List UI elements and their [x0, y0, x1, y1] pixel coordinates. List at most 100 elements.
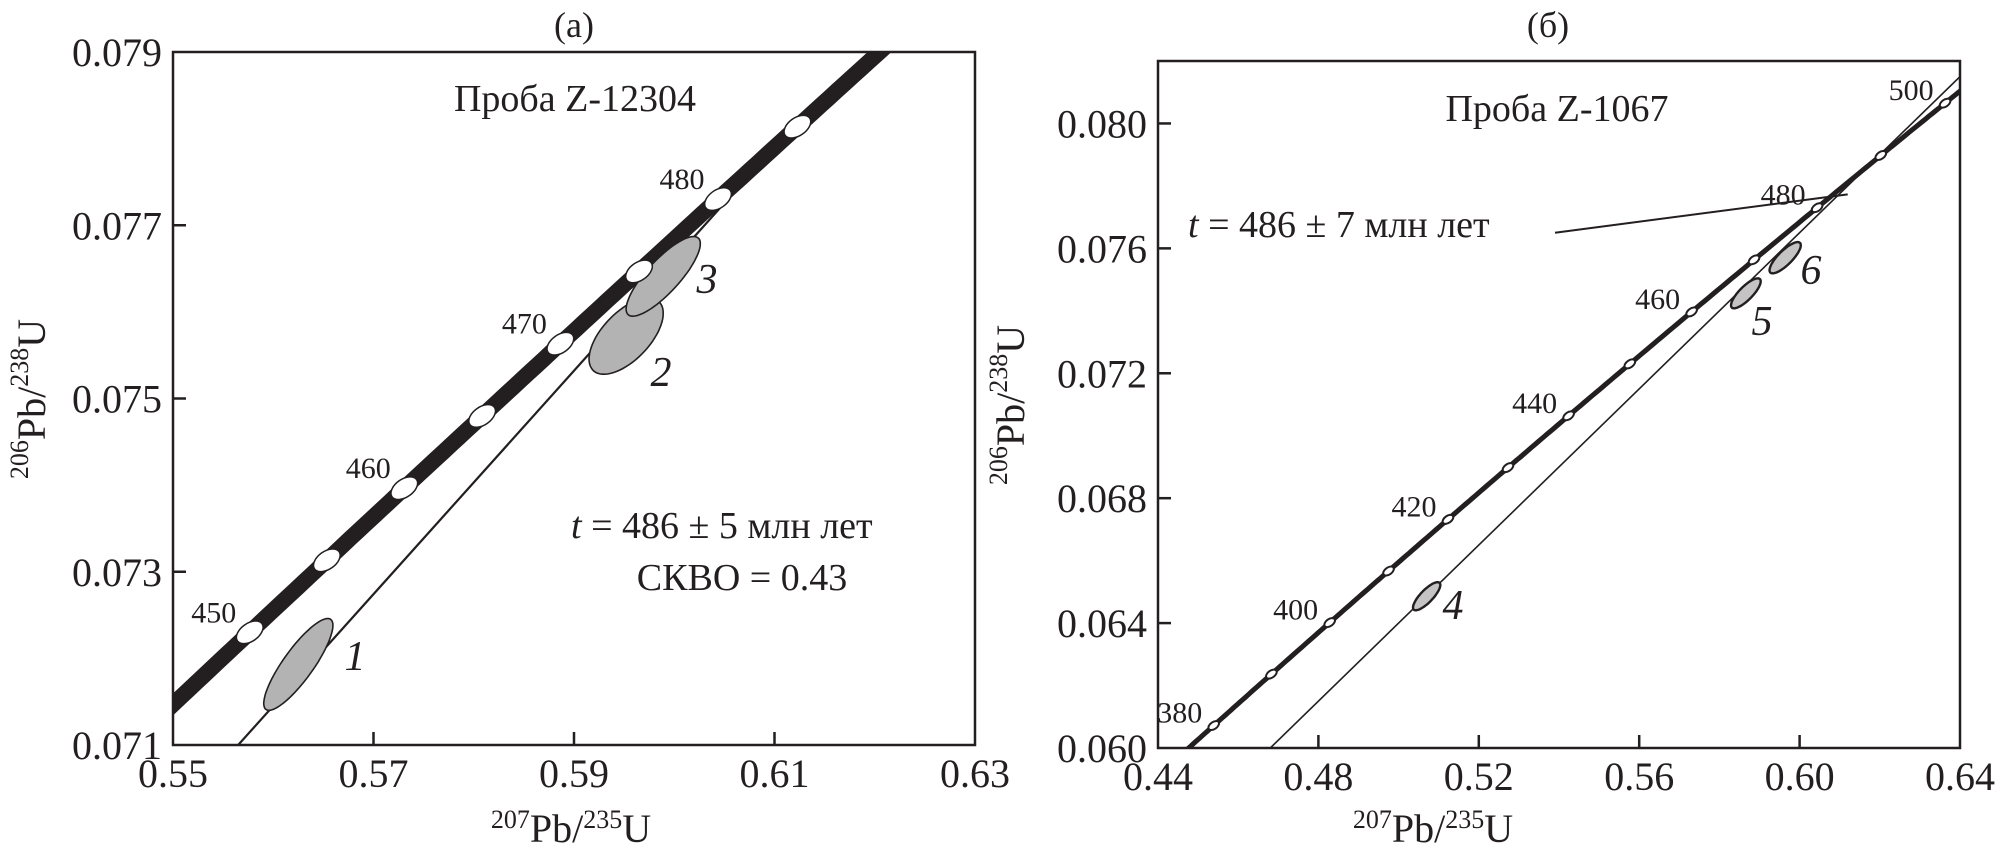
concordia-age-marker [1207, 720, 1221, 732]
concordia-age-label: 440 [1512, 387, 1557, 420]
concordia-age-marker [624, 259, 654, 284]
concordia-age-label: 460 [346, 452, 391, 485]
plot-frame [1156, 59, 1962, 750]
ellipse-label-5: 5 [1752, 299, 1773, 345]
x-axis-label: 207Pb/235U [491, 805, 651, 851]
x-tick-label: 0.55 [138, 751, 208, 796]
x-tick-label: 0.61 [740, 751, 810, 796]
label-part: Pb/ [1392, 806, 1446, 851]
ellipse-label-1: 1 [345, 634, 366, 680]
y-tick-label: 0.079 [72, 30, 162, 75]
concordia-age-marker [468, 403, 497, 429]
panel-a-mswd-annotation: СКВО = 0.43 [637, 557, 847, 599]
y-tick-label: 0.064 [1057, 601, 1147, 646]
concordia-age-label: 480 [1761, 179, 1806, 212]
concordia-age-marker [703, 186, 733, 212]
y-tick-label: 0.068 [1057, 476, 1147, 521]
y-tick-label: 0.080 [1057, 101, 1147, 146]
label-part: Pb/ [988, 392, 1033, 446]
y-tick-label: 0.077 [72, 203, 162, 248]
label-part: U [9, 319, 54, 348]
error-ellipse-5 [1729, 277, 1762, 310]
panel-b-plot: 0.44 0.48 0.52 0.56 0.60 0.64 0.060 0.064 0.068 0… [984, 59, 1995, 851]
concordia-age-marker [312, 548, 341, 573]
age-variable: t [1188, 204, 1200, 246]
label-part: Pb/ [530, 806, 584, 851]
concordia-age-marker [1323, 617, 1336, 629]
concordia-age-marker [390, 476, 419, 501]
x-tick-label: 0.44 [1123, 754, 1193, 799]
superscript: 235 [1445, 805, 1484, 834]
concordia-age-label: 470 [502, 308, 547, 341]
panel-b-age-annotation: t = 486 ± 7 млн лет [1188, 204, 1490, 246]
error-ellipse-6 [1768, 240, 1803, 275]
concordia-age-marker [1747, 254, 1761, 266]
concordia-age-label: 420 [1391, 490, 1436, 523]
x-tick-label: 0.57 [339, 751, 409, 796]
concordia-age-marker [1265, 668, 1278, 680]
y-tick-label: 0.073 [72, 550, 162, 595]
ellipse-label-3: 3 [696, 257, 718, 303]
superscript: 235 [583, 805, 622, 834]
concordia-age-label: 400 [1273, 594, 1318, 627]
concordia-age-marker [1623, 358, 1637, 370]
x-tick-label: 0.59 [539, 751, 609, 796]
ellipse-label-6: 6 [1801, 248, 1822, 294]
x-tick-label: 0.48 [1283, 754, 1353, 799]
y-axis-label: 206Pb/238U [984, 325, 1033, 485]
label-part: Pb/ [9, 386, 54, 440]
superscript: 238 [5, 348, 34, 387]
y-tick-label: 0.075 [72, 377, 162, 422]
error-ellipse-3 [625, 235, 702, 318]
discordia-line [1269, 76, 1960, 748]
concordia-age-marker [1938, 97, 1952, 109]
annotation-pointer-line [1554, 193, 1848, 234]
concordia-age-marker [1685, 306, 1698, 318]
concordia-age-marker [1874, 149, 1888, 161]
panel-a-age-annotation: t = 486 ± 5 млн лет [571, 505, 873, 547]
concordia-age-marker [1382, 565, 1395, 577]
panel-b-title: Проба Z-1067 [1445, 88, 1668, 130]
y-tick-label: 0.071 [72, 723, 162, 768]
x-axis-label: 207Pb/235U [1353, 805, 1513, 851]
x-tick-label: 0.64 [1925, 754, 1995, 799]
concordia-age-label: 480 [660, 163, 705, 196]
x-tick-label: 0.52 [1444, 754, 1514, 799]
label-part: U [988, 325, 1033, 354]
panel-a-label: (а) [554, 5, 594, 45]
ellipse-label-2: 2 [651, 350, 672, 396]
error-ellipse-4 [1411, 581, 1442, 612]
panel-a: (а) 0.55 0.57 0.59 0.61 0.630.0710.0730.0750… [5, 5, 1010, 851]
plot-frame [171, 50, 977, 747]
superscript: 206 [984, 446, 1013, 485]
superscript: 206 [5, 440, 34, 479]
concordia-age-label: 450 [191, 596, 236, 629]
age-variable: t [571, 505, 583, 547]
superscript: 207 [491, 805, 530, 834]
plot-area [173, 52, 891, 745]
concordia-age-label: 460 [1635, 283, 1680, 316]
concordia-age-marker [1501, 462, 1515, 474]
panel-b: (б) 0.44 0.48 0.52 0.56 0.60 0.640.0600.0640.… [984, 5, 1995, 851]
x-tick-label: 0.56 [1604, 754, 1674, 799]
superscript: 207 [1353, 805, 1392, 834]
panel-b-label: (б) [1527, 5, 1569, 45]
plot-area [1184, 76, 1960, 748]
y-tick-label: 0.060 [1057, 726, 1147, 771]
concordia-age-marker [1810, 202, 1824, 214]
x-tick-label: 0.63 [940, 751, 1010, 796]
concordia-age-marker [546, 331, 575, 356]
panel-a-title: Проба Z-12304 [454, 78, 696, 120]
concordia-curve [173, 52, 891, 716]
error-ellipse-1 [262, 617, 334, 712]
concordia-age-label: 380 [1157, 697, 1202, 730]
concordia-age-label: 500 [1889, 74, 1934, 107]
label-part: U [622, 806, 651, 851]
panel-a-plot: 0.55 0.57 0.59 0.61 0.63 0.071 0.073 0.075 0.077… [5, 30, 1010, 851]
concordia-age-marker [1441, 513, 1455, 525]
x-tick-label: 0.60 [1765, 754, 1835, 799]
label-part: U [1484, 806, 1513, 851]
age-value: = 486 ± 7 млн лет [1199, 204, 1490, 246]
concordia-curve [1184, 87, 1960, 748]
